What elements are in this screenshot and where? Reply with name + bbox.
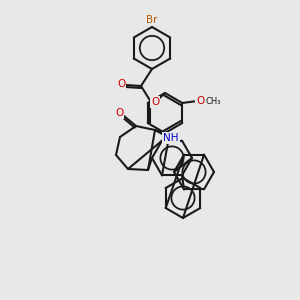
Text: O: O — [115, 108, 123, 118]
Text: CH₃: CH₃ — [206, 97, 221, 106]
Text: NH: NH — [163, 133, 179, 143]
Text: O: O — [117, 79, 125, 89]
Text: O: O — [196, 96, 204, 106]
Text: Br: Br — [146, 15, 158, 25]
Text: O: O — [151, 97, 159, 107]
